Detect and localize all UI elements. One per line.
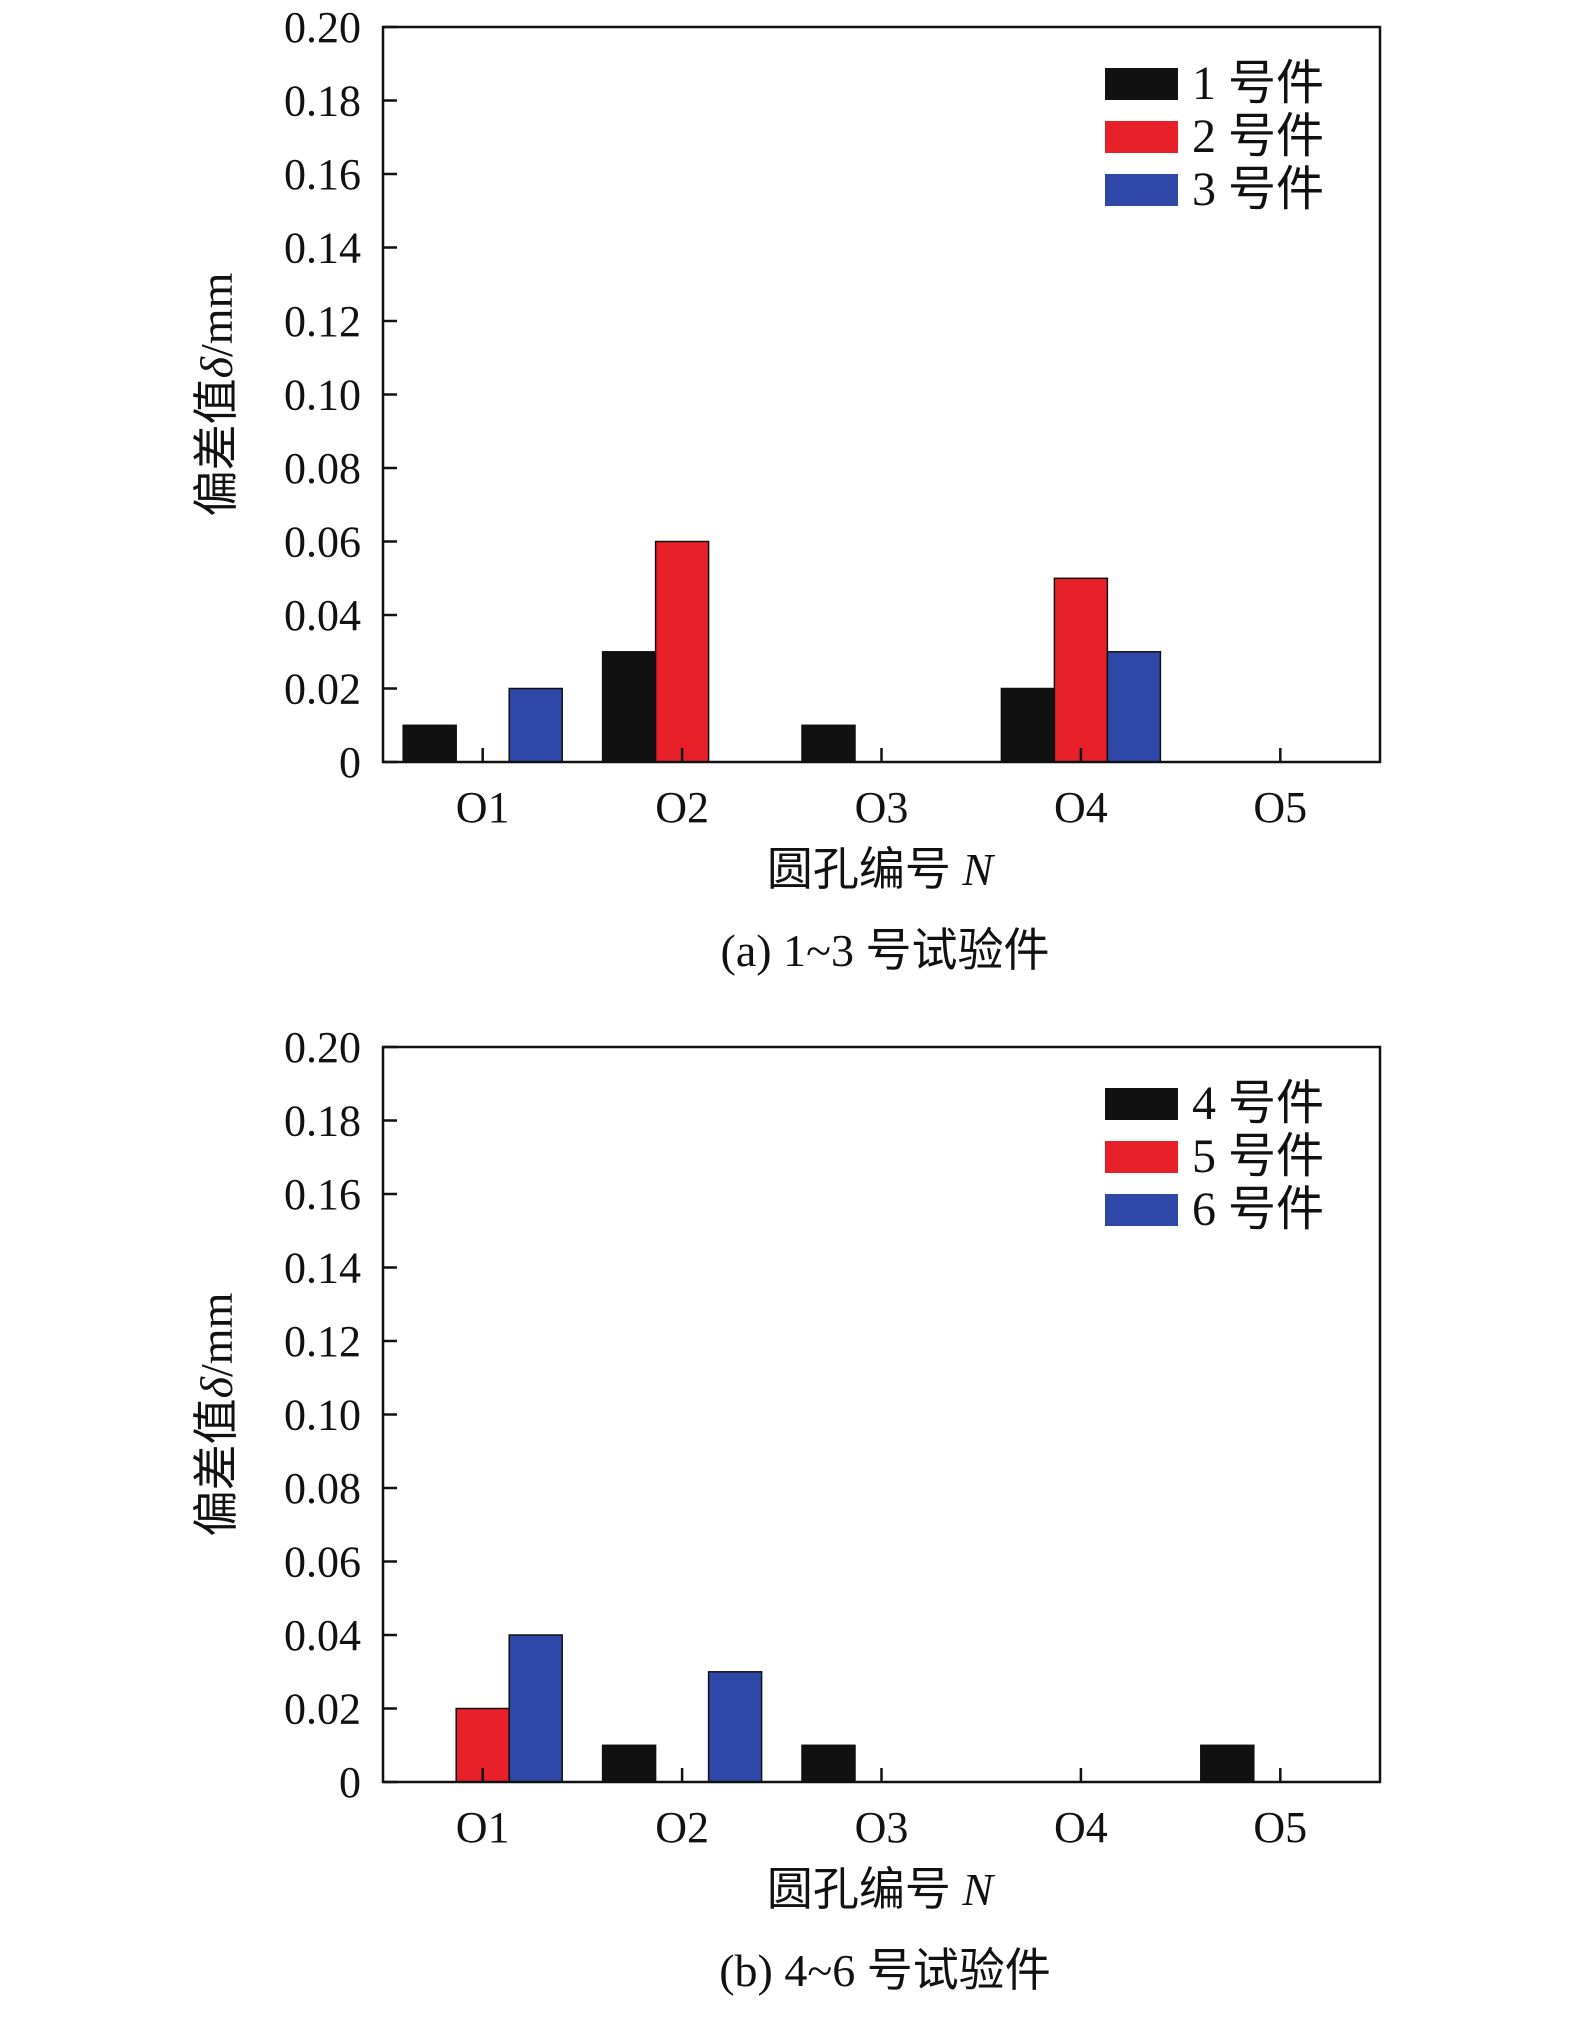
x-tick-label: O5 bbox=[1253, 783, 1307, 832]
x-tick-label: O5 bbox=[1253, 1803, 1307, 1852]
y-tick-label: 0.12 bbox=[284, 1317, 361, 1366]
bar-O1-series-3 bbox=[508, 687, 563, 763]
bar-O1-series-3 bbox=[508, 1634, 563, 1783]
bar-O2-series-1 bbox=[601, 1744, 657, 1783]
y-tick-label: 0.10 bbox=[284, 1391, 361, 1440]
legend-label-3: 3 号件 bbox=[1192, 163, 1324, 216]
legend-label-2: 5 号件 bbox=[1192, 1130, 1324, 1183]
bar-O4-series-2 bbox=[1053, 577, 1109, 763]
legend-label-1: 1 号件 bbox=[1192, 57, 1324, 110]
y-tick-label: 0.06 bbox=[284, 1538, 361, 1587]
x-tick-label: O2 bbox=[655, 1803, 709, 1852]
bar-O4-series-1 bbox=[1000, 687, 1056, 763]
x-tick-label: O2 bbox=[655, 783, 709, 832]
y-tick-label: 0.20 bbox=[284, 3, 361, 52]
bar-O2-series-2 bbox=[654, 540, 710, 763]
legend-label-1: 4 号件 bbox=[1192, 1077, 1324, 1130]
legend-swatch-3 bbox=[1105, 1194, 1178, 1226]
y-tick-label: 0 bbox=[339, 1758, 361, 1807]
legend-label-3: 6 号件 bbox=[1192, 1183, 1324, 1236]
y-tick-label: 0.16 bbox=[284, 1170, 361, 1219]
x-tick-label: O3 bbox=[855, 1803, 909, 1852]
figure-caption-a: (a) 1~3 号试验件 bbox=[721, 925, 1050, 976]
y-tick-label: 0.16 bbox=[284, 150, 361, 199]
x-ticks: O1 O2 O3 O4 O5 bbox=[456, 748, 1307, 832]
y-axis-label: 偏差值δ/mm bbox=[191, 1292, 242, 1536]
y-tick-label: 0.18 bbox=[284, 1097, 361, 1146]
x-tick-label: O1 bbox=[456, 783, 510, 832]
bar-O3-series-1 bbox=[801, 724, 856, 763]
legend-swatch-2 bbox=[1105, 121, 1178, 153]
y-tick-label: 0.08 bbox=[284, 444, 361, 493]
bars-group bbox=[455, 1634, 1255, 1783]
bars-group bbox=[402, 540, 1162, 763]
legend-swatch-2 bbox=[1105, 1141, 1178, 1173]
chart-panel-a: 0 0.02 0.04 0.06 0.08 0.10 0.12 0.14 0.16 0.18 0.2… bbox=[191, 3, 1382, 976]
bar-O1-series-1 bbox=[402, 724, 457, 763]
legend: 4 号件5 号件6 号件 bbox=[1105, 1077, 1324, 1236]
x-tick-label: O3 bbox=[855, 783, 909, 832]
y-tick-label: 0.20 bbox=[284, 1023, 361, 1072]
x-tick-label: O4 bbox=[1054, 783, 1108, 832]
y-tick-label: 0.18 bbox=[284, 77, 361, 126]
legend-label-2: 2 号件 bbox=[1192, 110, 1324, 163]
x-axis-label: 圆孔编号 N bbox=[767, 1864, 996, 1915]
figure-caption-b: (b) 4~6 号试验件 bbox=[719, 1945, 1051, 1996]
x-tick-label: O4 bbox=[1054, 1803, 1108, 1852]
bar-O5-series-1 bbox=[1200, 1744, 1255, 1783]
y-tick-label: 0.10 bbox=[284, 371, 361, 420]
bar-O4-series-3 bbox=[1106, 651, 1162, 763]
y-tick-label: 0.12 bbox=[284, 297, 361, 346]
legend-swatch-3 bbox=[1105, 174, 1178, 206]
y-tick-label: 0.08 bbox=[284, 1464, 361, 1513]
x-tick-label: O1 bbox=[456, 1803, 510, 1852]
bar-O2-series-1 bbox=[601, 651, 657, 763]
y-tick-label: 0.06 bbox=[284, 518, 361, 567]
y-tick-label: 0.04 bbox=[284, 591, 361, 640]
bar-O3-series-1 bbox=[801, 1744, 856, 1783]
legend-swatch-1 bbox=[1105, 68, 1178, 100]
legend: 1 号件2 号件3 号件 bbox=[1105, 57, 1324, 216]
y-tick-label: 0.14 bbox=[284, 224, 361, 273]
x-axis-label: 圆孔编号 N bbox=[767, 844, 996, 895]
y-tick-label: 0 bbox=[339, 738, 361, 787]
y-axis-label: 偏差值δ/mm bbox=[191, 272, 242, 516]
y-ticks: 0 0.02 0.04 0.06 0.08 0.10 0.12 0.14 0.16 0.18 0.2… bbox=[284, 3, 397, 787]
y-ticks: 0 0.02 0.04 0.06 0.08 0.10 0.12 0.14 0.16 0.18 0.2… bbox=[284, 1023, 397, 1807]
x-ticks: O1 O2 O3 O4 O5 bbox=[456, 1768, 1307, 1852]
y-tick-label: 0.02 bbox=[284, 1685, 361, 1734]
chart-panel-b: 0 0.02 0.04 0.06 0.08 0.10 0.12 0.14 0.16 0.18 0.2… bbox=[191, 1023, 1382, 1996]
y-tick-label: 0.04 bbox=[284, 1611, 361, 1660]
y-tick-label: 0.14 bbox=[284, 1244, 361, 1293]
legend-swatch-1 bbox=[1105, 1088, 1178, 1120]
y-tick-label: 0.02 bbox=[284, 665, 361, 714]
bar-O2-series-3 bbox=[707, 1671, 763, 1783]
